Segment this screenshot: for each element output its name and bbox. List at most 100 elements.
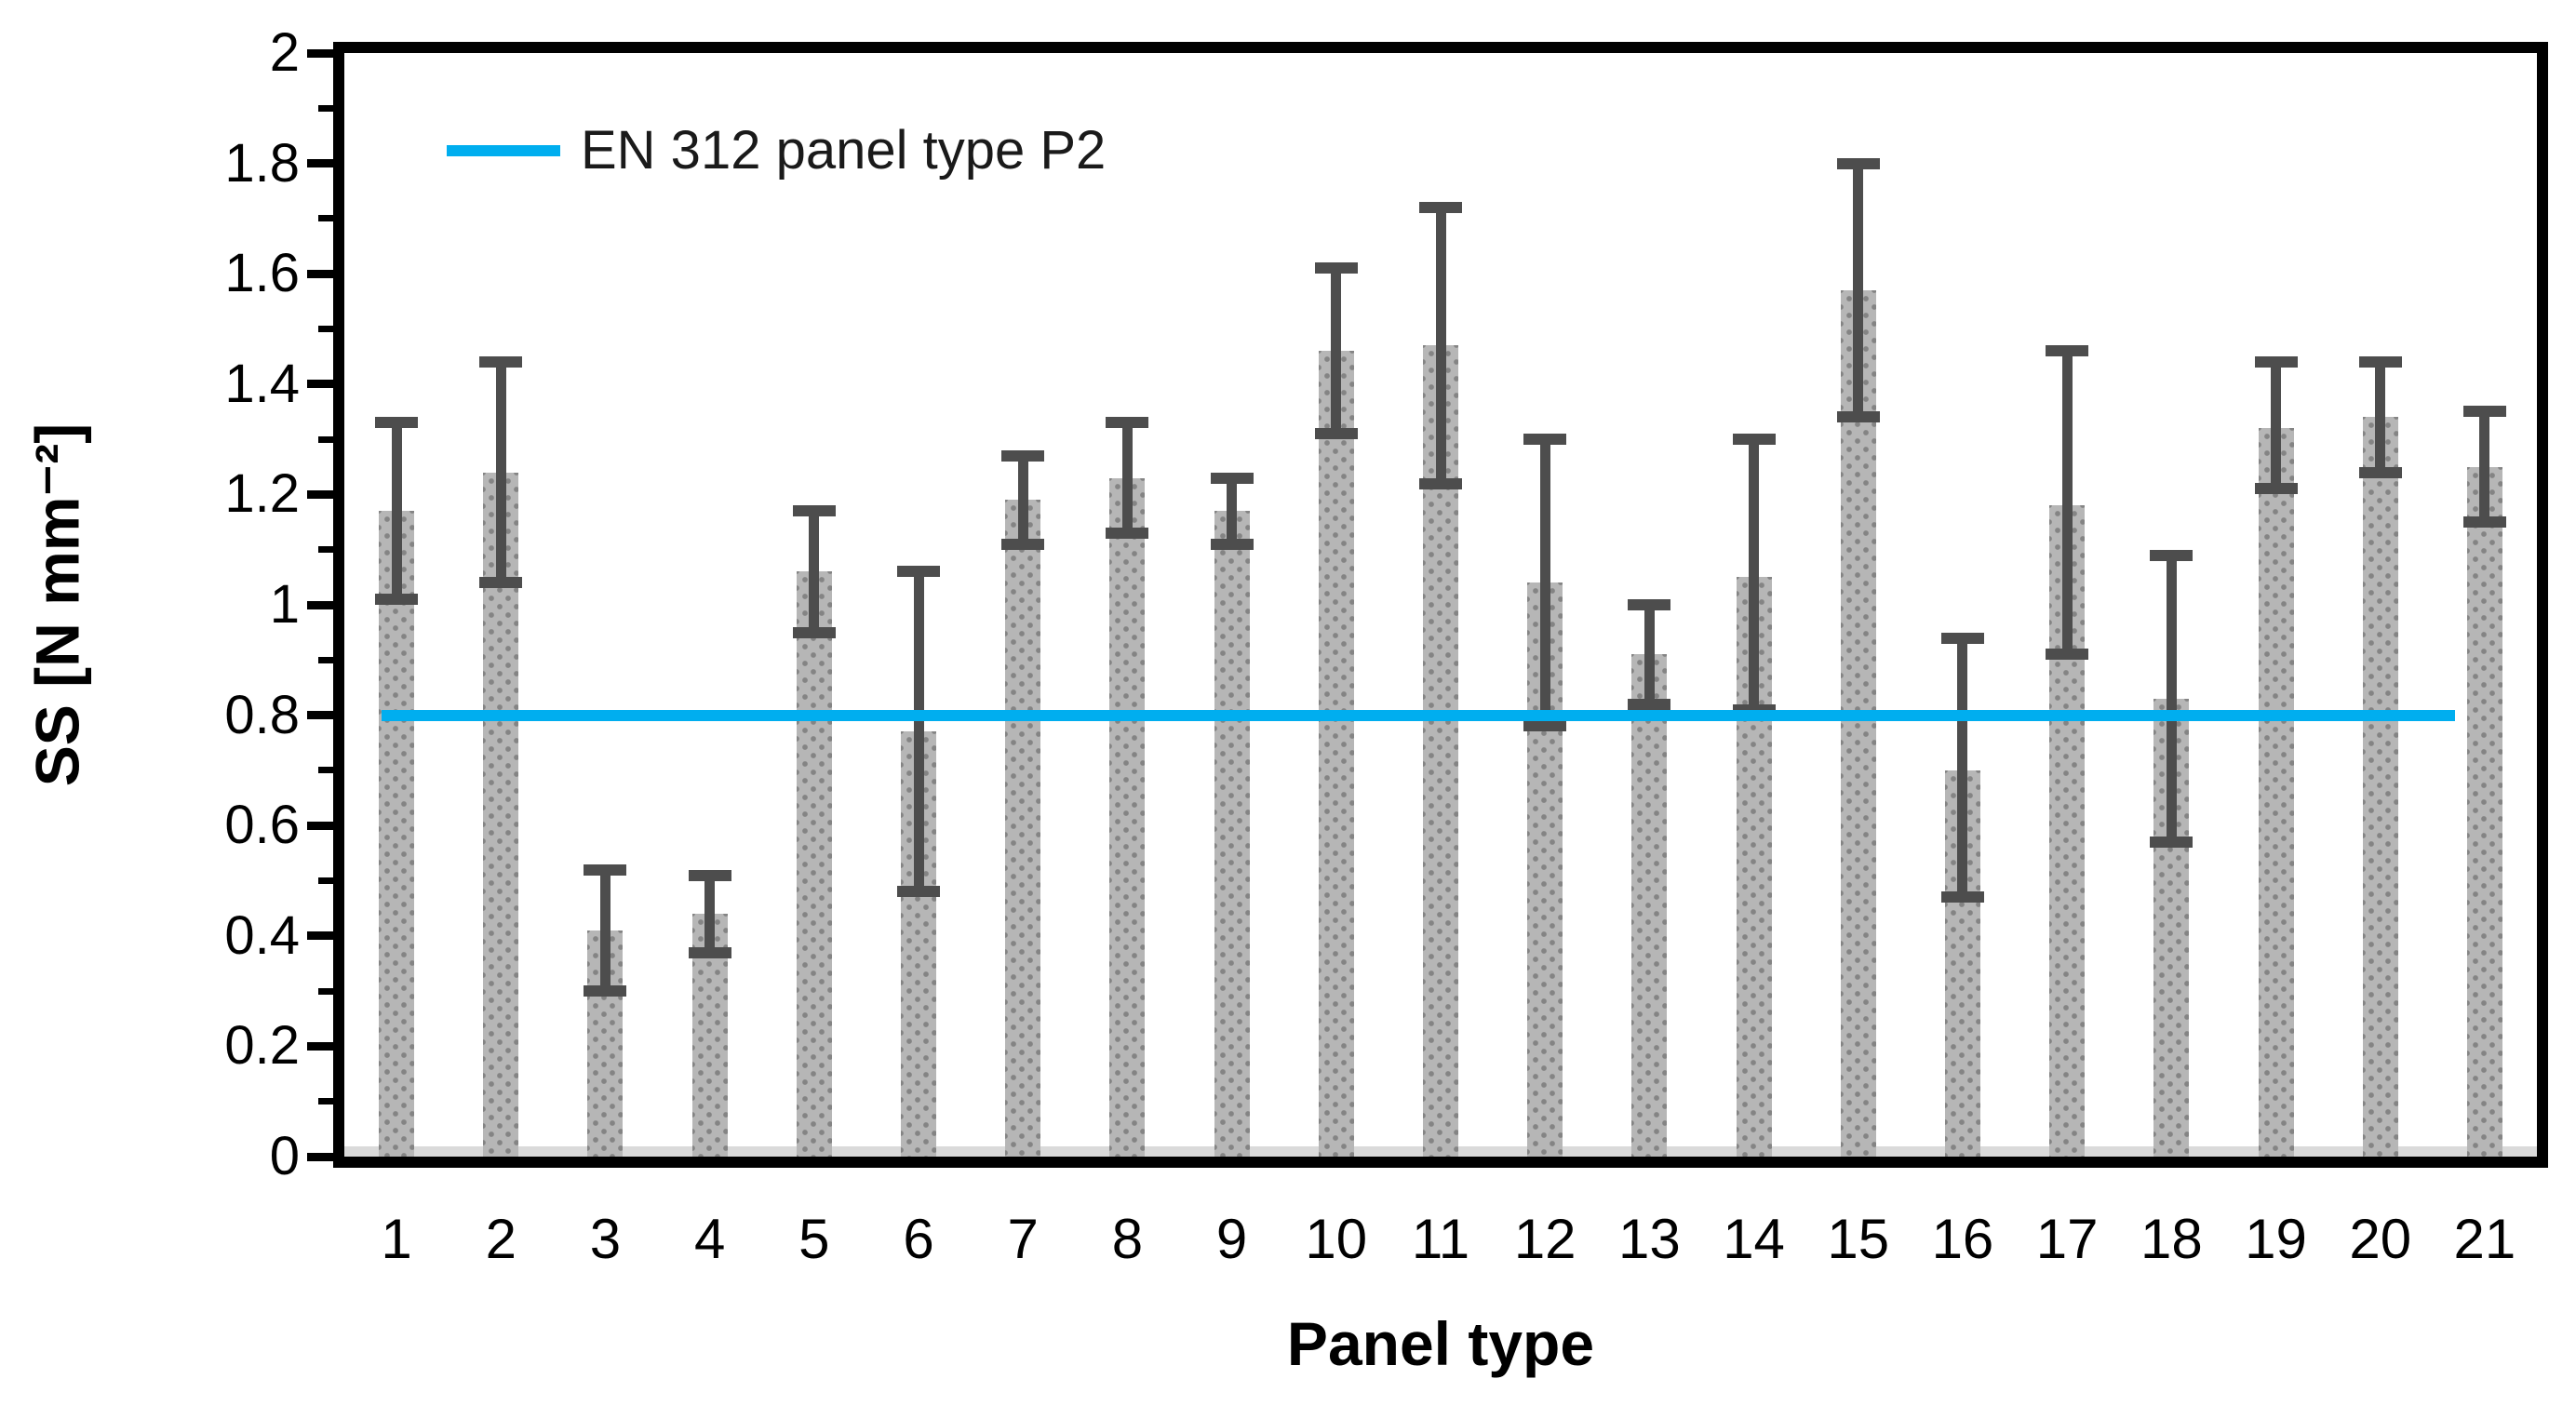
x-tick-label: 13 bbox=[1618, 1208, 1681, 1270]
error-bar-cap-top bbox=[2358, 356, 2402, 368]
bar bbox=[796, 571, 832, 1157]
bar bbox=[1005, 500, 1041, 1157]
error-bar-cap-top bbox=[1523, 434, 1567, 446]
error-bar-cap-top bbox=[792, 505, 836, 517]
x-tick-label: 14 bbox=[1723, 1208, 1785, 1270]
error-bar-cap-top bbox=[688, 869, 731, 881]
error-bar-cap-bottom bbox=[1940, 891, 1984, 904]
legend: EN 312 panel type P2 bbox=[447, 119, 1106, 181]
error-bar-line bbox=[599, 869, 610, 992]
error-bar-cap-bottom bbox=[1419, 477, 1462, 489]
error-bar-line bbox=[2375, 362, 2386, 473]
error-bar-cap-bottom bbox=[1628, 698, 1671, 710]
error-bar-cap-top bbox=[897, 566, 941, 578]
error-bar-line bbox=[1017, 455, 1028, 544]
bar bbox=[1318, 351, 1354, 1157]
x-tick-label: 17 bbox=[2035, 1208, 2099, 1270]
error-bar-line bbox=[2479, 411, 2490, 523]
error-bar-cap-top bbox=[479, 356, 523, 368]
error-bar-cap-bottom bbox=[1210, 538, 1254, 550]
y-tick-label: 1.2 bbox=[224, 463, 300, 525]
error-bar-cap-top bbox=[1836, 157, 1880, 169]
y-major-tick bbox=[307, 48, 333, 58]
error-bar-cap-bottom bbox=[584, 985, 627, 997]
bar bbox=[1736, 577, 1772, 1157]
error-bar-line bbox=[913, 571, 924, 892]
x-tick-label: 8 bbox=[1111, 1208, 1144, 1270]
x-tick-label: 2 bbox=[485, 1208, 517, 1270]
error-bar-cap-bottom bbox=[375, 594, 419, 606]
error-bar-cap-top bbox=[2150, 549, 2194, 561]
error-bar-cap-top bbox=[1732, 434, 1776, 446]
error-bar-line bbox=[809, 511, 820, 633]
error-bar-line bbox=[1644, 605, 1655, 704]
error-bar-cap-bottom bbox=[479, 577, 523, 589]
error-bar-cap-bottom bbox=[1314, 428, 1358, 440]
bar bbox=[1214, 511, 1250, 1157]
x-axis-title: Panel type bbox=[1286, 1309, 1595, 1378]
error-bar-cap-top bbox=[1210, 472, 1254, 484]
error-bar-cap-top bbox=[375, 417, 419, 429]
x-tick-label: 21 bbox=[2453, 1208, 2516, 1270]
error-bar-cap-bottom bbox=[2254, 483, 2298, 495]
error-bar-cap-top bbox=[1106, 417, 1149, 429]
error-bar-line bbox=[2061, 351, 2073, 655]
y-major-tick bbox=[307, 269, 333, 278]
y-tick-label: 1.4 bbox=[224, 353, 300, 414]
y-minor-tick bbox=[318, 326, 333, 332]
bar bbox=[2466, 466, 2502, 1157]
x-tick-label: 9 bbox=[1215, 1208, 1248, 1270]
error-bar-cap-top bbox=[1419, 202, 1462, 214]
bar bbox=[1840, 289, 1876, 1157]
y-minor-tick bbox=[318, 987, 333, 995]
y-minor-tick bbox=[318, 104, 333, 112]
bar bbox=[379, 511, 415, 1157]
error-bar-line bbox=[1539, 439, 1550, 727]
y-tick-label: 2 bbox=[269, 22, 300, 83]
error-bar-line bbox=[495, 362, 506, 583]
y-minor-tick bbox=[318, 877, 333, 884]
error-bar-line bbox=[2166, 555, 2177, 842]
x-tick-label: 16 bbox=[1931, 1208, 1994, 1270]
error-bar-cap-bottom bbox=[1523, 720, 1567, 732]
y-major-tick bbox=[307, 931, 333, 941]
x-tick-label: 4 bbox=[693, 1208, 726, 1270]
x-tick-label: 10 bbox=[1305, 1208, 1368, 1270]
y-minor-tick bbox=[318, 656, 333, 663]
y-major-tick bbox=[307, 600, 333, 609]
y-axis-title: SS [N mm⁻²] bbox=[22, 422, 92, 787]
error-bar-cap-top bbox=[1001, 449, 1045, 462]
error-bar-line bbox=[1435, 207, 1446, 484]
bar bbox=[1109, 477, 1146, 1157]
legend-label: EN 312 panel type P2 bbox=[581, 120, 1107, 181]
y-major-tick bbox=[307, 380, 333, 389]
error-bar-cap-bottom bbox=[688, 946, 731, 958]
error-bar-cap-bottom bbox=[792, 626, 836, 638]
y-tick-label: 0.2 bbox=[224, 1015, 300, 1077]
error-bar-cap-bottom bbox=[2358, 466, 2402, 478]
x-tick-label: 6 bbox=[903, 1208, 934, 1270]
bar bbox=[2362, 417, 2398, 1157]
y-tick-label: 1.6 bbox=[224, 243, 300, 304]
y-minor-tick bbox=[318, 767, 333, 774]
bar bbox=[2258, 428, 2294, 1157]
reference-line bbox=[382, 709, 2455, 721]
error-bar-cap-bottom bbox=[1836, 411, 1880, 423]
x-tick-label: 19 bbox=[2245, 1208, 2307, 1270]
y-minor-tick bbox=[318, 215, 333, 222]
x-tick-label: 12 bbox=[1513, 1208, 1576, 1270]
y-tick-label: 1 bbox=[269, 574, 300, 635]
error-bar-cap-bottom bbox=[2150, 836, 2194, 848]
error-bar-line bbox=[391, 422, 402, 600]
x-tick-label: 3 bbox=[589, 1208, 622, 1270]
error-bar-line bbox=[1227, 477, 1238, 544]
error-bar-line bbox=[704, 875, 716, 953]
x-tick-label: 1 bbox=[381, 1208, 412, 1270]
error-bar-cap-top bbox=[2462, 406, 2506, 418]
error-bar-line bbox=[1853, 163, 1864, 418]
error-bar-cap-top bbox=[2046, 345, 2089, 357]
x-tick-label: 11 bbox=[1411, 1208, 1470, 1270]
y-major-tick bbox=[307, 489, 333, 499]
y-tick-label: 0.6 bbox=[224, 795, 300, 856]
